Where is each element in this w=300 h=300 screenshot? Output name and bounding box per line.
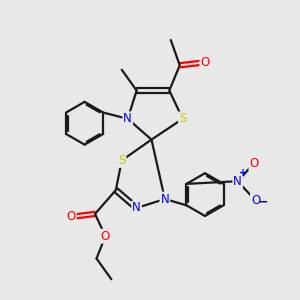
Text: −: −	[258, 196, 268, 208]
Text: S: S	[179, 112, 186, 125]
Text: N: N	[233, 175, 242, 188]
Text: S: S	[118, 154, 125, 167]
Text: N: N	[132, 202, 141, 214]
Text: N: N	[160, 193, 169, 206]
Text: O: O	[251, 194, 260, 207]
Text: O: O	[249, 157, 259, 170]
Text: N: N	[123, 112, 132, 125]
Text: O: O	[101, 230, 110, 243]
Text: O: O	[200, 56, 210, 69]
Text: +: +	[239, 168, 247, 178]
Text: O: O	[67, 210, 76, 224]
